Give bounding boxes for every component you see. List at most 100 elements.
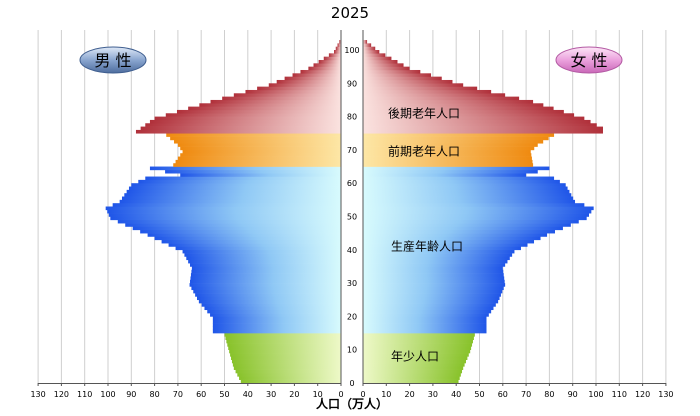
bar-male-age: [323, 56, 341, 61]
bar-male-age: [108, 213, 341, 217]
age-group-label: 生産年齢人口: [391, 238, 463, 253]
bar-male-age: [124, 193, 341, 197]
bar-male-age: [170, 136, 341, 141]
x-tick-label-female: 50: [474, 390, 484, 399]
bar-female-age: [363, 283, 506, 287]
bar-male-age: [237, 373, 341, 377]
age-group-label: 年少人口: [391, 349, 439, 363]
bar-male-age: [257, 86, 341, 91]
bar-female-age: [363, 209, 592, 214]
y-tick-label: 60: [347, 179, 357, 188]
bar-female-age: [363, 373, 461, 377]
bar-male-age: [190, 279, 341, 284]
bar-female-age: [363, 339, 473, 344]
x-tick-label-male: 30: [266, 390, 276, 399]
bar-female-age: [363, 356, 468, 360]
bar-female-age: [363, 296, 500, 301]
bar-female-age: [363, 299, 499, 304]
x-tick-label-female: 0: [360, 390, 365, 399]
bar-female-age: [363, 259, 508, 264]
bar-female-age: [363, 99, 534, 104]
bar-male-age: [112, 203, 341, 207]
bar-female-age: [363, 309, 492, 314]
bar-female-age: [363, 269, 504, 274]
y-tick-label: 70: [347, 146, 357, 155]
bar-female-age: [363, 206, 594, 211]
bar-female-age: [363, 203, 585, 207]
bar-female-age: [363, 343, 473, 347]
bar-female-age: [363, 229, 555, 234]
bar-male-age: [121, 196, 341, 201]
bar-female-age: [363, 376, 460, 380]
bar-female-age: [363, 333, 475, 337]
bar-female-age: [363, 289, 503, 294]
bar-male-age: [328, 53, 341, 57]
bar-male-age: [188, 259, 341, 264]
bar-female-age: [363, 53, 386, 57]
bar-female-age: [363, 379, 459, 384]
bar-female-age: [363, 73, 432, 77]
bar-male-age: [339, 40, 341, 44]
bar-female-age: [363, 96, 520, 101]
bar-female-age: [363, 353, 469, 357]
pyramid-bars: [105, 40, 603, 384]
bar-female-age: [363, 46, 376, 51]
bar-female-age: [363, 199, 576, 204]
bar-female-age: [363, 123, 597, 127]
bar-male-age: [318, 59, 341, 64]
bar-female-age: [363, 246, 521, 251]
bar-female-age: [363, 233, 548, 237]
bar-female-age: [363, 40, 368, 44]
x-tick-label-male: 20: [289, 390, 299, 399]
bar-male-age: [110, 216, 341, 221]
bar-male-age: [126, 189, 341, 194]
bar-male-age: [168, 243, 341, 247]
bar-male-age: [149, 166, 341, 171]
x-tick-label-male: 110: [77, 390, 92, 399]
bar-female-age: [363, 326, 487, 331]
bar-female-age: [363, 76, 442, 81]
bar-male-age: [308, 66, 341, 71]
x-tick-label-male: 90: [126, 390, 136, 399]
x-tick-label-male: 0: [338, 390, 343, 399]
bar-female-age: [363, 173, 527, 177]
bar-female-age: [363, 86, 478, 91]
y-tick-label: 50: [347, 213, 357, 222]
bar-female-age: [363, 89, 492, 94]
bar-male-age: [180, 153, 341, 157]
bar-male-age: [125, 223, 341, 227]
bar-female-age: [363, 186, 568, 191]
bar-male-age: [224, 333, 341, 337]
chart-title: 2025: [331, 4, 369, 22]
bar-male-age: [190, 273, 341, 277]
bar-female-age: [363, 223, 571, 227]
y-tick-label: 20: [347, 312, 357, 321]
bar-male-age: [229, 349, 341, 354]
x-tick-label-male: 50: [219, 390, 229, 399]
bar-male-age: [300, 69, 341, 74]
bar-male-age: [245, 89, 341, 94]
bar-female-age: [363, 219, 579, 224]
bar-male-age: [239, 376, 341, 380]
x-tick-label-female: 80: [544, 390, 554, 399]
bar-male-age: [199, 103, 341, 107]
bar-male-age: [175, 159, 341, 164]
bar-male-age: [145, 123, 341, 127]
bar-female-age: [363, 346, 472, 350]
x-tick-label-male: 100: [100, 390, 115, 399]
x-tick-label-female: 60: [498, 390, 508, 399]
bar-male-age: [117, 219, 341, 224]
bar-male-age: [166, 133, 341, 137]
bar-female-age: [363, 303, 496, 307]
bar-female-age: [363, 59, 398, 64]
bar-male-age: [173, 163, 341, 167]
bar-male-age: [186, 256, 341, 261]
bar-male-age: [204, 306, 341, 311]
bar-male-age: [230, 353, 341, 357]
bar-male-age: [189, 283, 341, 287]
bar-female-age: [363, 43, 372, 47]
bar-female-age: [363, 216, 587, 221]
bar-female-age: [363, 316, 487, 321]
